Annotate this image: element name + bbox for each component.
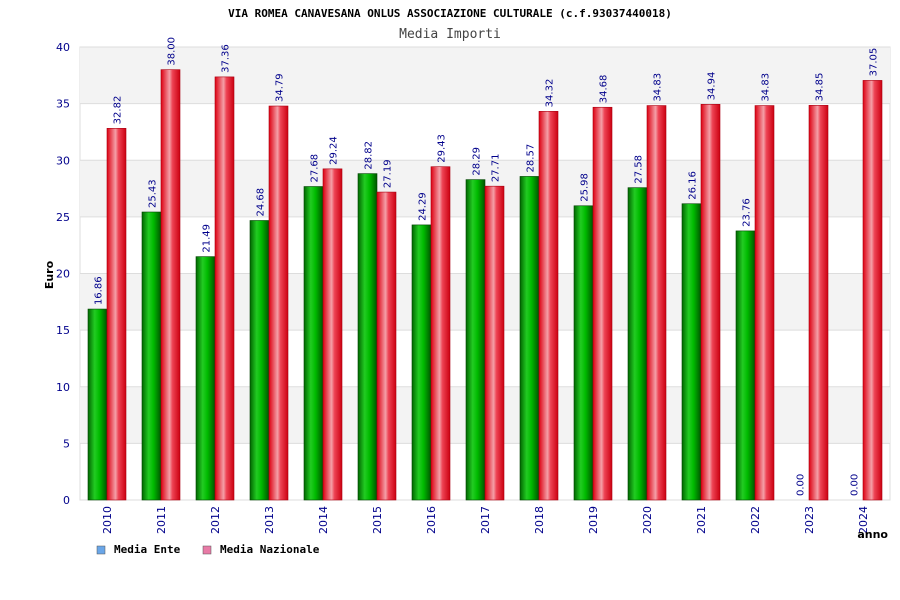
data-label: 28.82 (364, 141, 375, 170)
bar-ente (627, 187, 648, 501)
data-label: 34.94 (707, 72, 718, 101)
chart-subtitle: Media Importi (399, 27, 501, 42)
bar-nazionale (268, 105, 289, 501)
bar-ente (411, 224, 432, 501)
data-label: 27.68 (310, 154, 321, 183)
x-tick-label: 2021 (695, 506, 708, 534)
x-tick-label: 2024 (857, 506, 870, 534)
data-label: 0.00 (796, 474, 807, 496)
data-label: 28.57 (526, 144, 537, 173)
data-label: 34.68 (599, 75, 610, 104)
data-label: 0.00 (850, 474, 861, 496)
bar-ente (249, 220, 270, 501)
x-tick-label: 2016 (425, 506, 438, 534)
data-label: 26.16 (688, 171, 699, 200)
x-tick-label: 2015 (371, 506, 384, 534)
y-tick-label: 0 (63, 494, 70, 507)
x-tick-label: 2020 (641, 506, 654, 534)
data-label: 27.71 (491, 154, 502, 183)
bar-ente (303, 186, 324, 501)
bar-nazionale (322, 168, 343, 501)
bar-nazionale (430, 166, 451, 501)
bar-nazionale (214, 76, 235, 501)
bar-ente (195, 256, 216, 501)
data-label: 32.82 (113, 96, 124, 125)
bar-ente (519, 176, 540, 501)
bar-ente (357, 173, 378, 501)
data-label: 28.29 (472, 147, 483, 176)
bar-nazionale (592, 106, 613, 501)
data-label: 25.98 (580, 173, 591, 202)
data-label: 21.49 (202, 224, 213, 253)
legend-label: Media Nazionale (220, 543, 320, 556)
data-label: 24.68 (256, 188, 267, 217)
data-label: 29.24 (329, 136, 340, 165)
bar-nazionale (646, 105, 667, 501)
bar-nazionale (538, 111, 559, 501)
data-label: 29.43 (437, 134, 448, 163)
x-axis-ticks: 2010 2011 2012 2013 2014 2015 2016 2017 2018 2019… (101, 506, 870, 534)
x-tick-label: 2010 (101, 506, 114, 534)
bar-ente (735, 230, 756, 501)
bar-nazionale (484, 185, 505, 501)
y-tick-label: 15 (56, 324, 70, 337)
bar-nazionale (862, 80, 883, 501)
data-label: 34.85 (815, 73, 826, 102)
x-tick-label: 2012 (209, 506, 222, 534)
data-label: 24.29 (418, 192, 429, 221)
y-axis-label: Euro (43, 260, 56, 289)
x-tick-label: 2018 (533, 506, 546, 534)
bar-ente (573, 205, 594, 501)
y-tick-label: 25 (56, 211, 70, 224)
chart-title: VIA ROMEA CANAVESANA ONLUS ASSOCIAZIONE … (228, 7, 672, 20)
data-label: 37.05 (869, 48, 880, 77)
bar-nazionale (754, 105, 775, 501)
data-label: 34.83 (761, 73, 772, 102)
legend: Media Ente Media Nazionale (96, 543, 320, 556)
y-tick-label: 10 (56, 381, 70, 394)
x-tick-label: 2017 (479, 506, 492, 534)
bar-ente (141, 211, 162, 501)
y-tick-label: 40 (56, 41, 70, 54)
data-label: 23.76 (742, 198, 753, 227)
data-label: 34.32 (545, 79, 556, 108)
bar-nazionale (700, 104, 721, 501)
bar-nazionale (808, 105, 829, 501)
y-tick-label: 35 (56, 98, 70, 111)
x-tick-label: 2022 (749, 506, 762, 534)
x-tick-label: 2014 (317, 506, 330, 534)
bars (87, 69, 883, 501)
x-tick-label: 2019 (587, 506, 600, 534)
data-label: 25.43 (148, 179, 159, 208)
legend-swatch (96, 545, 106, 555)
data-labels: 16.86 32.82 25.43 38.00 21.49 37.36 24.68 34.79… (94, 37, 880, 496)
bar-nazionale (106, 128, 127, 501)
bar-ente (87, 308, 108, 501)
x-axis-label: anno (857, 528, 888, 541)
data-label: 34.79 (275, 73, 286, 102)
y-tick-label: 20 (56, 268, 70, 281)
bar-nazionale (376, 191, 397, 501)
bar-ente (681, 203, 702, 501)
y-axis-ticks: 0 5 10 15 20 25 30 35 40 (56, 41, 70, 507)
data-label: 16.86 (94, 276, 105, 305)
x-tick-label: 2011 (155, 506, 168, 534)
y-tick-label: 5 (63, 437, 70, 450)
data-label: 27.19 (383, 159, 394, 188)
data-label: 34.83 (653, 73, 664, 102)
y-tick-label: 30 (56, 154, 70, 167)
legend-swatch (202, 545, 212, 555)
data-label: 38.00 (167, 37, 178, 66)
data-label: 27.58 (634, 155, 645, 184)
x-tick-label: 2023 (803, 506, 816, 534)
legend-label: Media Ente (114, 543, 181, 556)
data-label: 37.36 (221, 44, 232, 73)
x-tick-label: 2013 (263, 506, 276, 534)
bar-ente (465, 179, 486, 501)
bar-nazionale (160, 69, 181, 501)
